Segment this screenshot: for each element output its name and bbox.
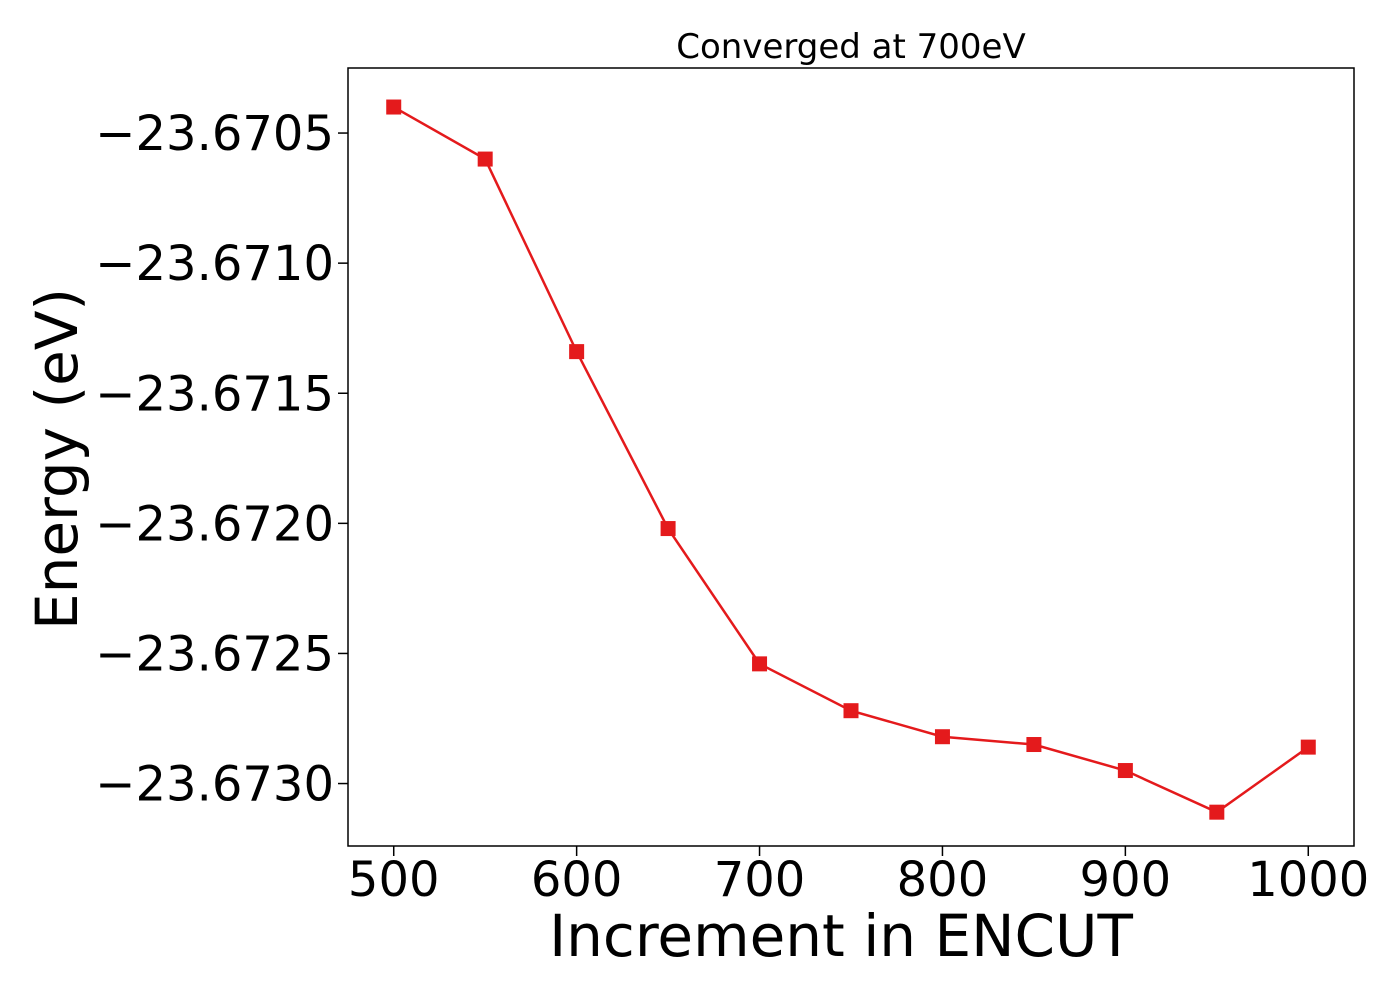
y-tick-label: −23.6720 bbox=[95, 496, 334, 552]
x-tick-label: 500 bbox=[348, 852, 440, 908]
y-axis-label: Energy (eV) bbox=[23, 288, 91, 630]
x-axis-label: Increment in ENCUT bbox=[549, 902, 1133, 970]
data-point-marker bbox=[934, 729, 950, 745]
data-point-marker bbox=[1117, 763, 1133, 779]
data-point-marker bbox=[477, 151, 493, 167]
y-tick-label: −23.6710 bbox=[95, 236, 334, 292]
x-tick-label: 900 bbox=[1080, 852, 1172, 908]
data-point-marker bbox=[660, 521, 676, 537]
data-point-marker bbox=[752, 656, 768, 672]
data-point-marker bbox=[843, 703, 859, 719]
x-tick-label: 700 bbox=[714, 852, 806, 908]
x-tick-label: 600 bbox=[531, 852, 623, 908]
y-tick-label: −23.6705 bbox=[95, 106, 334, 162]
series-layer bbox=[386, 99, 1316, 820]
data-point-marker bbox=[1026, 737, 1042, 753]
y-tick-label: −23.6715 bbox=[95, 366, 334, 422]
y-tick-label: −23.6730 bbox=[95, 757, 334, 813]
plot-area-frame bbox=[347, 67, 1355, 847]
y-axis: −23.6705 −23.6710 −23.6715 −23.6720 −23.6725… bbox=[95, 106, 348, 813]
data-point-marker bbox=[569, 344, 585, 360]
data-point-marker bbox=[1209, 804, 1225, 820]
x-axis: 500 600 700 800 900 1000 bbox=[348, 846, 1369, 908]
chart-title: Converged at 700eV bbox=[676, 27, 1025, 67]
x-tick-label: 800 bbox=[897, 852, 989, 908]
x-tick-label: 1000 bbox=[1247, 852, 1369, 908]
data-point-marker bbox=[386, 99, 402, 115]
y-tick-label: −23.6725 bbox=[95, 626, 334, 682]
data-point-marker bbox=[1300, 739, 1316, 755]
